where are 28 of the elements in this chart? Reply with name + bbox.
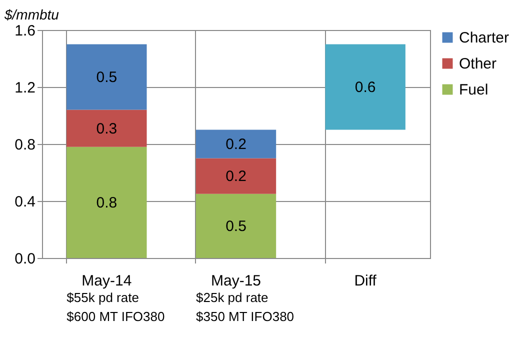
- data-label: 0.3: [96, 120, 118, 138]
- y-tick-label: 1.6: [14, 22, 36, 40]
- x-tick-label: May-15: [210, 272, 262, 290]
- legend-label: Fuel: [459, 82, 488, 98]
- x-tick-label: Diff: [354, 272, 378, 290]
- legend-label: Other: [459, 56, 497, 72]
- text: $25k pd rate $350 MT IFO380: [196, 290, 294, 324]
- y-tick-label: 0.0: [14, 250, 36, 268]
- y-tick-label: 0.4: [14, 194, 36, 210]
- data-label: 0.2: [226, 136, 246, 153]
- bar: [66, 146, 147, 258]
- text: $55k pd rate $600 MT IFO380: [66, 290, 165, 324]
- y-tick-label: 0.8: [14, 136, 36, 154]
- bar: [196, 194, 276, 258]
- bar: [325, 44, 406, 130]
- legend-label: Charter: [459, 30, 510, 46]
- bar: [66, 44, 147, 110]
- data-label: 0.2: [226, 168, 246, 186]
- data-label: 0.5: [96, 69, 118, 86]
- x-tick-label: May-14: [82, 272, 132, 290]
- data-label: 0.5: [226, 218, 246, 235]
- y-axis-title: $/mmbtu: [4, 6, 60, 22]
- y-tick-label: 1.2: [14, 80, 36, 96]
- bar: [196, 158, 276, 194]
- bar: [196, 130, 276, 158]
- data-label: 0.6: [354, 79, 376, 96]
- data-label: 0.8: [96, 194, 118, 212]
- bar: [66, 110, 147, 147]
